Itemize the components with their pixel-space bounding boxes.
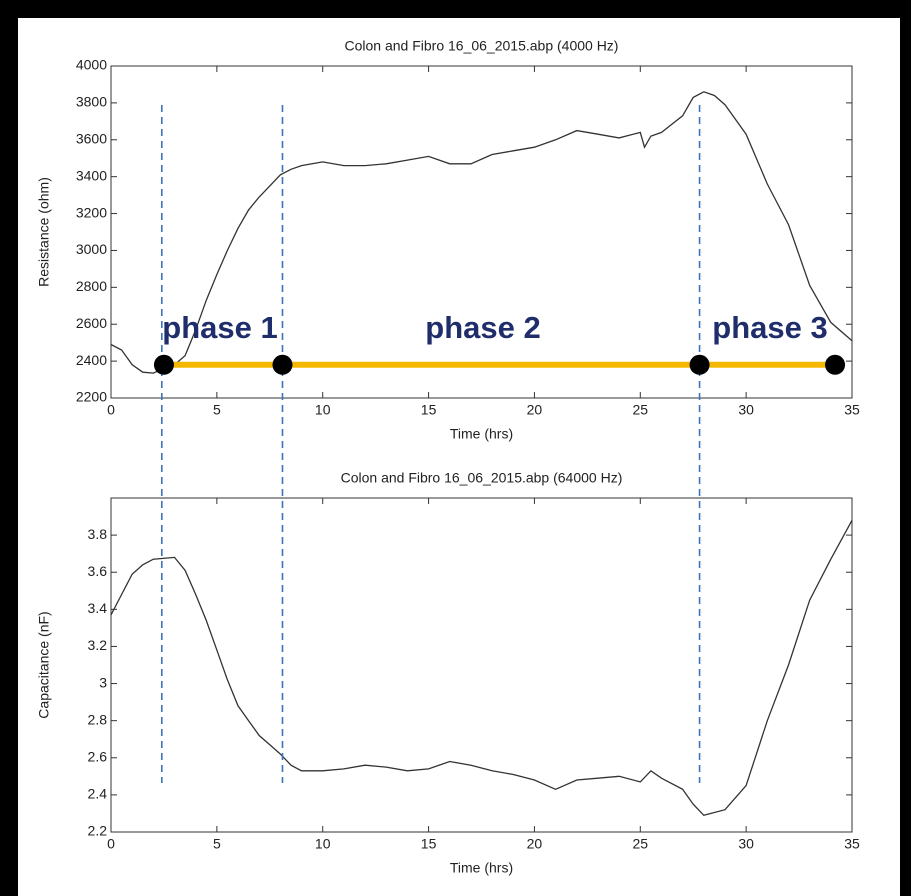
- x-tick-label: 15: [421, 836, 437, 852]
- y-tick-label: 2600: [76, 315, 107, 331]
- phase-label: phase 3: [712, 310, 827, 345]
- y-tick-label: 3600: [76, 130, 107, 146]
- y-tick-label: 2.8: [88, 711, 108, 727]
- y-tick-label: 2200: [76, 389, 107, 405]
- phase-marker: [689, 354, 710, 375]
- y-tick-label: 3000: [76, 241, 107, 257]
- y-tick-label: 2.2: [88, 823, 108, 839]
- y-tick-label: 3800: [76, 94, 107, 110]
- chart-title: Colon and Fibro 16_06_2015.abp (4000 Hz): [345, 38, 619, 54]
- data-line: [110, 519, 853, 817]
- axes-box: [110, 65, 853, 399]
- phase-marker: [272, 354, 293, 375]
- y-tick-label: 4000: [76, 57, 107, 73]
- y-tick-label: 2800: [76, 278, 107, 294]
- phase-label: phase 1: [162, 310, 277, 345]
- phase-label: phase 2: [425, 310, 540, 345]
- axes-box: [110, 497, 853, 833]
- x-axis-label: Time (hrs): [450, 426, 513, 442]
- y-tick-label: 3.4: [88, 600, 108, 616]
- y-axis-label: Resistance (ohm): [36, 177, 52, 287]
- x-tick-label: 5: [213, 836, 221, 852]
- y-tick-label: 3.2: [88, 637, 108, 653]
- x-tick-label: 35: [844, 402, 860, 418]
- x-tick-label: 20: [527, 836, 543, 852]
- y-axis-label: Capacitance (nF): [36, 611, 52, 718]
- y-tick-label: 3200: [76, 204, 107, 220]
- x-tick-label: 10: [315, 836, 331, 852]
- y-tick-label: 2400: [76, 352, 107, 368]
- y-tick-label: 3: [99, 674, 107, 690]
- x-tick-label: 20: [527, 402, 543, 418]
- x-tick-label: 5: [213, 402, 221, 418]
- y-tick-label: 2.4: [88, 786, 108, 802]
- x-axis-label: Time (hrs): [450, 860, 513, 876]
- phase-marker: [825, 354, 846, 375]
- x-tick-label: 25: [632, 402, 648, 418]
- x-tick-label: 0: [107, 402, 115, 418]
- y-tick-label: 2.6: [88, 748, 108, 764]
- y-tick-label: 3.8: [88, 526, 108, 542]
- x-tick-label: 10: [315, 402, 331, 418]
- chart-title: Colon and Fibro 16_06_2015.abp (64000 Hz…: [341, 470, 623, 486]
- x-tick-label: 30: [738, 402, 754, 418]
- x-tick-label: 0: [107, 836, 115, 852]
- x-tick-label: 30: [738, 836, 754, 852]
- data-line: [110, 91, 853, 374]
- phase-marker: [153, 354, 174, 375]
- y-tick-label: 3400: [76, 167, 107, 183]
- y-tick-label: 3.6: [88, 563, 108, 579]
- x-tick-label: 15: [421, 402, 437, 418]
- x-tick-label: 35: [844, 836, 860, 852]
- x-tick-label: 25: [632, 836, 648, 852]
